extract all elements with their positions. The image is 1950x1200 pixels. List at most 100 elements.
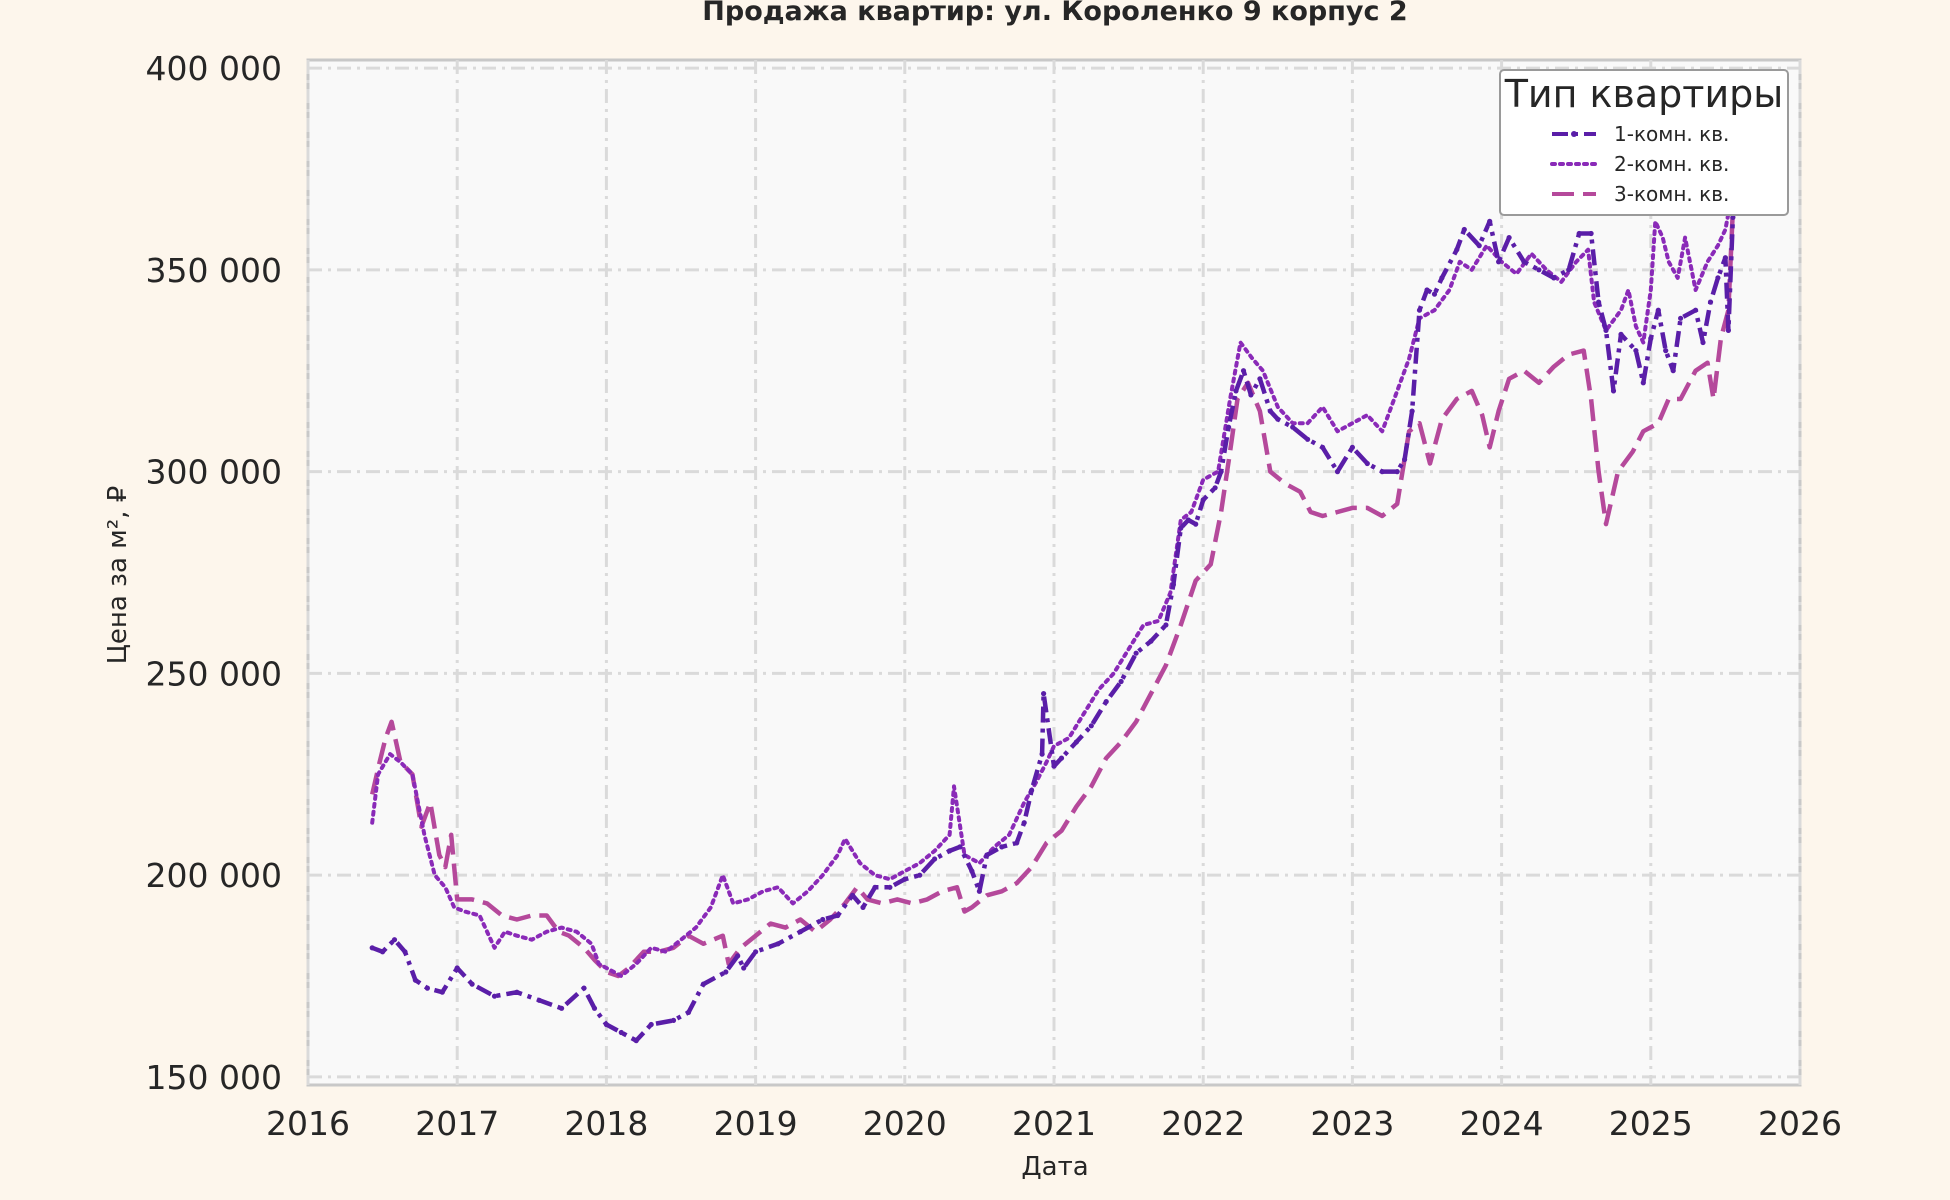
legend-marker — [1571, 131, 1577, 137]
data-point — [984, 852, 990, 858]
series-2 — [370, 187, 1735, 978]
data-point — [1596, 299, 1602, 305]
data-point — [670, 1017, 677, 1024]
x-tick-label: 2016 — [266, 1104, 350, 1143]
data-point — [514, 989, 520, 995]
data-point — [1551, 275, 1557, 281]
series-line — [370, 209, 1736, 979]
data-point — [1707, 299, 1714, 305]
legend-label: 3-комн. кв. — [1614, 182, 1729, 206]
legend-label: 2-комн. кв. — [1614, 152, 1729, 176]
data-point — [1240, 368, 1247, 374]
grid — [306, 60, 1802, 1085]
y-tick-label: 350 000 — [146, 251, 282, 290]
data-point — [1521, 259, 1527, 265]
x-axis-title: Дата — [1021, 1152, 1088, 1182]
legend-title: Тип квартиры — [1504, 72, 1784, 116]
data-point — [820, 916, 826, 923]
data-point — [1454, 247, 1460, 253]
data-point — [1334, 469, 1341, 475]
data-point — [1655, 307, 1661, 313]
legend-items: 1-комн. кв. 2-комн. кв. 3-комн. кв. — [1550, 122, 1729, 206]
data-point — [1163, 622, 1169, 628]
data-point — [1349, 444, 1355, 450]
data-point — [1039, 751, 1045, 757]
legend-label: 1-комн. кв. — [1614, 122, 1729, 146]
data-point — [1051, 763, 1057, 769]
series-line — [370, 187, 1735, 978]
data-point — [1409, 408, 1415, 414]
data-point — [1118, 678, 1124, 685]
data-point — [1267, 408, 1273, 414]
x-axis: 2016 2017 2018 2019 2020 2021 2022 2023 2024 2025… — [266, 1104, 1842, 1143]
data-point — [1431, 291, 1438, 297]
data-point — [1305, 436, 1311, 442]
data-point — [1476, 243, 1482, 249]
series-3 — [370, 209, 1736, 979]
data-point — [1088, 723, 1094, 729]
legend: Тип квартиры 1-комн. кв. 2-комн. кв. 3-ком… — [1499, 69, 1789, 216]
data-point — [1633, 348, 1639, 354]
data-point — [1185, 517, 1191, 523]
data-point — [1725, 327, 1731, 333]
data-point — [469, 981, 475, 987]
data-point — [1648, 335, 1654, 341]
data-point — [1416, 307, 1423, 313]
data-point — [1603, 327, 1609, 333]
data-point — [872, 884, 878, 890]
data-point — [1170, 582, 1176, 588]
data-point — [454, 965, 460, 971]
data-point — [741, 965, 747, 971]
data-point — [648, 1021, 654, 1028]
x-tick-label: 2020 — [863, 1104, 947, 1143]
data-point — [618, 1029, 624, 1036]
x-tick-label: 2024 — [1460, 1104, 1544, 1143]
data-point — [969, 868, 975, 874]
data-point — [1722, 255, 1728, 261]
data-point — [797, 929, 804, 935]
data-point — [1576, 230, 1582, 237]
data-point — [1133, 650, 1139, 656]
series-layer — [369, 187, 1736, 1044]
data-point — [1588, 230, 1594, 237]
data-point — [1536, 267, 1542, 273]
data-point — [1257, 376, 1263, 382]
data-point — [1439, 275, 1445, 281]
data-point — [902, 876, 908, 882]
data-point — [1148, 638, 1154, 644]
x-tick-label: 2017 — [415, 1104, 499, 1143]
data-point — [1073, 739, 1079, 745]
data-point — [1715, 275, 1721, 281]
data-point — [1226, 424, 1232, 430]
x-tick-label: 2025 — [1609, 1104, 1693, 1143]
data-point — [1029, 787, 1035, 794]
data-point — [1693, 307, 1699, 313]
data-point — [491, 993, 498, 999]
y-axis: 150 000 200 000 250 000 300 000 350 000 400 0… — [146, 49, 282, 1097]
data-point — [536, 997, 542, 1003]
data-point — [947, 848, 953, 854]
data-point — [1103, 699, 1109, 705]
data-point — [1041, 691, 1047, 697]
data-point — [1670, 368, 1676, 374]
data-point — [1678, 315, 1684, 321]
data-point — [1394, 469, 1400, 475]
data-point — [1461, 226, 1467, 233]
y-tick-label: 250 000 — [146, 654, 282, 693]
data-point — [439, 989, 445, 995]
data-point — [1200, 497, 1206, 503]
data-point — [1218, 469, 1224, 475]
data-point — [685, 1009, 692, 1016]
data-point — [1640, 380, 1646, 386]
data-point — [603, 1021, 610, 1028]
data-point — [735, 953, 741, 959]
data-point — [1700, 339, 1706, 346]
data-point — [1424, 287, 1430, 293]
data-point — [1212, 485, 1218, 491]
data-point — [860, 904, 866, 911]
data-point — [753, 949, 759, 955]
data-point — [976, 888, 983, 894]
data-point — [775, 941, 781, 947]
data-point — [391, 937, 398, 943]
